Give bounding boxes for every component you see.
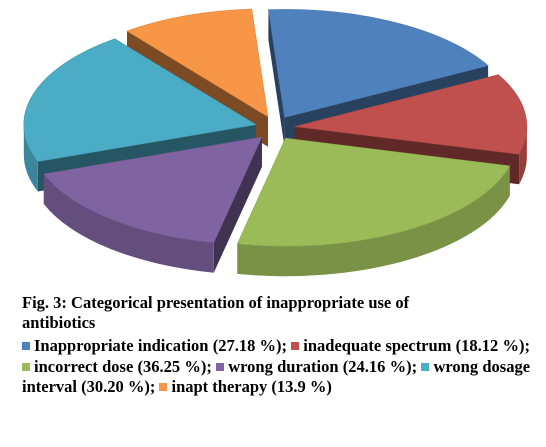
slice-inadequate-spectrum — [294, 74, 528, 155]
legend-swatch — [22, 342, 30, 350]
legend-label: incorrect dose (36.25 %); — [34, 356, 212, 376]
caption-line-2: antibiotics — [22, 313, 96, 332]
legend-label: inadequate spectrum (18.12 %); — [303, 336, 531, 355]
slice-side-wrong-duration — [43, 173, 214, 273]
legend-swatch — [159, 383, 168, 391]
slice-wall-inappropriate-indication — [268, 9, 285, 148]
legend-label: Inappropriate indication (27.18 %); — [34, 336, 288, 355]
legend: Inappropriate indication (27.18 %); inad… — [22, 336, 530, 398]
legend-swatch — [421, 362, 430, 371]
legend-item-wrong-dosage-interval: wrong dosage interval (30.20 %); — [22, 357, 530, 397]
legend-item-inappropriate-indication: Inappropriate indication (27.18 %); — [22, 336, 287, 355]
legend-label: wrong dosage interval (30.20 %); — [22, 356, 531, 397]
legend-label: wrong duration (24.16 %); — [228, 356, 418, 376]
legend-swatch — [291, 342, 300, 350]
slice-wrong-dosage-interval — [23, 38, 257, 162]
slice-wall-wrong-duration — [213, 137, 262, 273]
slice-side-incorrect-dose — [237, 165, 510, 277]
slice-incorrect-dose — [236, 137, 511, 247]
legend-item-wrong-duration: wrong duration (24.16 %); — [216, 357, 417, 376]
legend-item-incorrect-dose: incorrect dose (36.25 %); — [22, 357, 212, 376]
legend-swatch — [216, 362, 225, 371]
pie-chart — [23, 8, 528, 277]
caption-line-1: Fig. 3: Categorical presentation of inap… — [22, 293, 410, 312]
slice-side-wrong-dosage-interval — [23, 124, 38, 192]
pie-slice-tops — [23, 8, 528, 247]
figure-caption: Fig. 3: Categorical presentation of inap… — [22, 293, 530, 333]
legend-item-inapt-therapy: inapt therapy (13.9 %) — [159, 377, 332, 396]
slice-wrong-duration — [43, 136, 263, 244]
slice-inapt-therapy — [126, 8, 269, 118]
slice-inappropriate-indication — [268, 9, 489, 118]
legend-item-inadequate-spectrum: inadequate spectrum (18.12 %); — [291, 336, 530, 355]
legend-swatch — [22, 362, 30, 371]
legend-label: inapt therapy (13.9 %) — [171, 377, 332, 396]
